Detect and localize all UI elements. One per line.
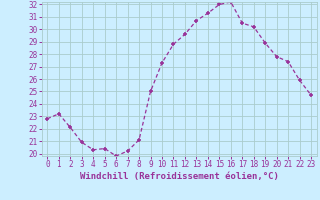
X-axis label: Windchill (Refroidissement éolien,°C): Windchill (Refroidissement éolien,°C)	[80, 172, 279, 181]
